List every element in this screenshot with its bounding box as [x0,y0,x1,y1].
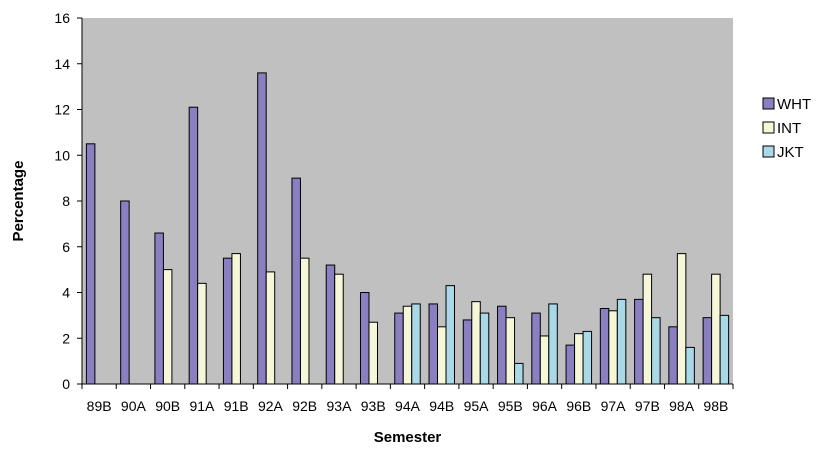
x-axis-title: Semester [374,429,442,446]
bar-wht [599,308,610,385]
x-tick-label: 95B [498,398,523,414]
bar-wht [325,264,336,385]
y-tick-label: 0 [62,376,70,392]
bar-int [197,282,207,385]
legend-label: INT [777,120,801,137]
bar-jkt [719,314,730,385]
y-tick-label: 8 [62,193,70,209]
bar-wht [222,257,233,385]
x-tick-label: 97B [635,398,660,414]
bar-wht [85,143,96,385]
bar-int [162,269,173,385]
bar-int [334,273,344,385]
y-axis-title: Percentage [10,161,27,242]
bar-wht [497,305,507,385]
legend-swatch-wht [762,97,775,110]
x-tick-label: 91A [189,398,215,414]
bar-jkt [548,303,558,385]
y-tick-label: 2 [62,330,70,346]
bar-wht [120,200,130,385]
x-tick-label: 92B [292,398,317,414]
bar-wht [565,344,576,385]
bar-wht [462,319,473,385]
legend: WHT INT JKT [762,96,811,161]
legend-swatch-int [762,121,775,134]
bar-int [437,326,447,385]
x-tick-label: 90A [121,398,147,414]
y-tick-label: 6 [62,239,70,255]
bar-int [368,321,378,385]
bar-wht [394,312,404,385]
bar-wht [428,303,439,385]
y-axis-ticks: 0 2 4 6 8 10 12 14 16 [54,10,82,392]
bar-wht [257,72,267,385]
bar-jkt [616,298,627,385]
y-tick-label: 14 [54,56,70,72]
x-tick-label: 93A [327,398,353,414]
bar-int [265,271,276,385]
y-tick-label: 12 [54,102,70,118]
x-tick-label: 96B [566,398,591,414]
bar-int [711,273,721,385]
bar-jkt [411,303,421,385]
legend-label: JKT [777,144,804,161]
bar-int [642,273,653,385]
bar-int [299,257,310,385]
bar-wht [634,298,644,385]
x-tick-label: 90B [155,398,180,414]
x-tick-label: 92A [258,398,284,414]
bar-jkt [685,346,695,385]
x-tick-label: 95A [464,398,490,414]
x-tick-label: 94B [429,398,454,414]
y-tick-label: 16 [54,10,70,26]
bar-wht [531,312,541,385]
bar-wht [154,232,164,385]
bar-int [608,310,618,385]
bar-wht [702,317,713,385]
legend-swatch-jkt [762,145,775,158]
bar-int [231,253,241,385]
x-tick-label: 91B [224,398,249,414]
bar-int [574,333,584,385]
bar-int [471,301,481,385]
legend-label: WHT [777,96,811,113]
bar-jkt [582,330,593,385]
x-tick-label: 89B [87,398,112,414]
x-tick-label: 96A [532,398,558,414]
bar-jkt [479,312,490,385]
y-tick-label: 4 [62,285,70,301]
bar-jkt [651,317,661,385]
bar-jkt [445,285,456,385]
x-tick-label: 93B [361,398,386,414]
bar-int [539,335,550,385]
x-tick-label: 98B [703,398,728,414]
x-tick-label: 94A [395,398,421,414]
x-tick-label: 97A [601,398,627,414]
bar-wht [291,177,301,385]
bar-int [676,253,687,385]
bar-wht [188,106,199,385]
x-tick-label: 98A [669,398,695,414]
y-tick-label: 10 [54,147,70,163]
x-axis-ticks: 89B 90A 90B 91A 91B 92A 92B 93A 93B 94A 94B 95A 95B 9… [81,384,734,414]
bar-int [402,305,413,385]
bar-wht [359,292,370,385]
bar-jkt [514,362,524,385]
bar-int [505,317,516,385]
bar-wht [668,326,678,385]
